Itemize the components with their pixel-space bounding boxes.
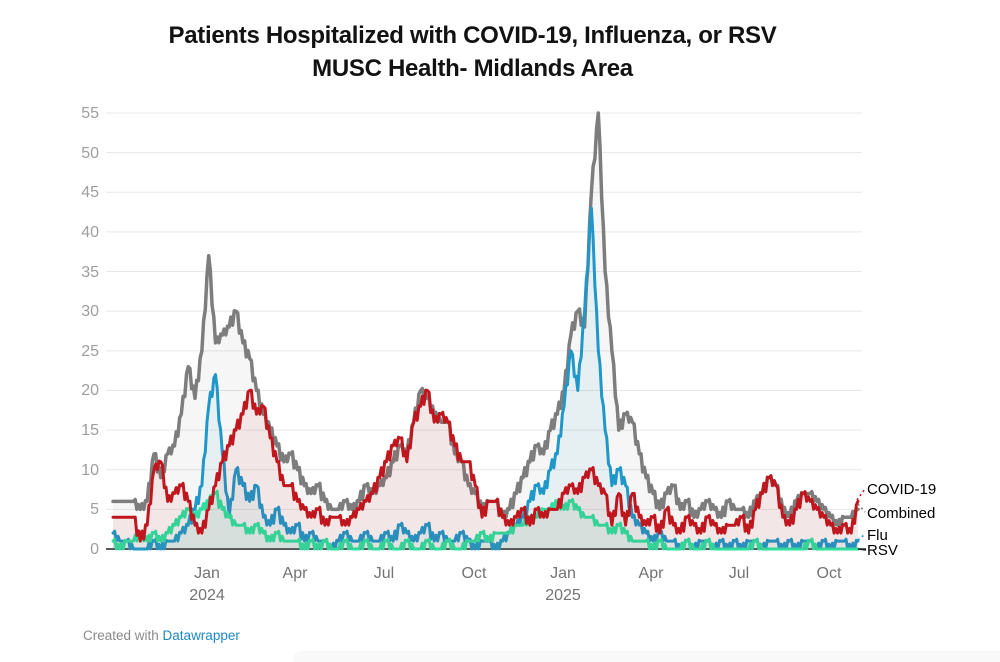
- chart-title-line2: MUSC Health- Midlands Area: [312, 55, 633, 82]
- series-line-covid-19: [111, 388, 860, 543]
- y-axis-label: 40: [81, 224, 99, 241]
- legend-label-rsv: RSV: [867, 542, 898, 559]
- x-axis-label: Jul: [374, 565, 394, 582]
- datawrapper-link[interactable]: Datawrapper: [162, 628, 240, 643]
- attribution: Created with Datawrapper: [83, 628, 240, 643]
- y-axis-label: 30: [81, 303, 99, 320]
- x-axis-label: Jul: [729, 565, 749, 582]
- series-area-combined: [113, 113, 858, 549]
- y-axis-label: 55: [81, 105, 99, 122]
- bottom-overlay-bar: [293, 651, 1000, 662]
- y-axis-label: 10: [81, 462, 99, 479]
- y-axis-label: 0: [90, 541, 99, 558]
- x-axis-label: Oct: [817, 565, 842, 582]
- legend-connectors-group: [856, 488, 867, 551]
- series-area-covid-19: [113, 390, 858, 549]
- series-area-rsv: [113, 491, 858, 549]
- legend-label-combined: Combined: [867, 505, 936, 522]
- y-axis-label: 35: [81, 264, 99, 281]
- x-axis-label: Oct: [462, 565, 487, 582]
- series-line-flu: [111, 206, 860, 551]
- legend-label-covid-19: COVID-19: [867, 481, 937, 498]
- x-axis-year-label: 2024: [189, 587, 225, 604]
- gridlines-group: [106, 112, 866, 550]
- legend-label-flu: Flu: [867, 527, 888, 544]
- legend-connector-covid-19: [856, 488, 866, 501]
- legend-connector-rsv: [857, 548, 867, 551]
- y-axis-label: 25: [81, 343, 99, 360]
- y-axis-label: 20: [81, 382, 99, 399]
- chart-title: Patients Hospitalized with COVID-19, Inf…: [0, 19, 945, 85]
- chart-title-line1: Patients Hospitalized with COVID-19, Inf…: [168, 22, 777, 49]
- series-group: [111, 111, 860, 551]
- series-line-rsv: [111, 489, 860, 551]
- attribution-prefix: Created with: [83, 628, 163, 643]
- x-axis-label: Apr: [639, 565, 665, 582]
- y-axis-label: 15: [81, 422, 99, 439]
- y-axis-label: 50: [81, 145, 99, 162]
- x-axis-label: Jan: [550, 565, 576, 582]
- x-axis-year-label: 2025: [545, 587, 581, 604]
- x-axis-label: Jan: [194, 565, 220, 582]
- x-axis-label: Apr: [283, 565, 309, 582]
- legend-connector-combined: [857, 503, 866, 513]
- y-axis-label: 45: [81, 184, 99, 201]
- y-axis-label: 5: [90, 501, 99, 518]
- legend-connector-flu: [857, 534, 865, 541]
